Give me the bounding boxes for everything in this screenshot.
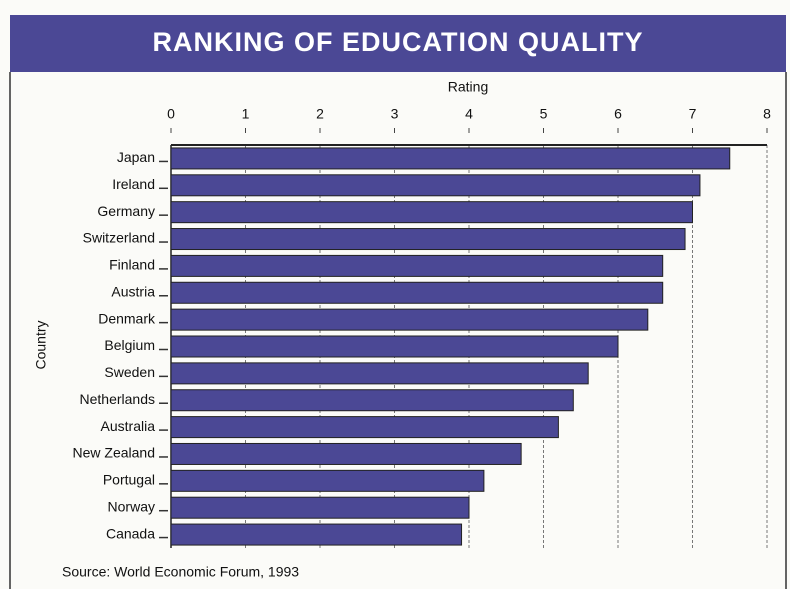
x-tick-label: 3 (391, 106, 399, 122)
bar (170, 496, 470, 519)
bar (170, 147, 731, 170)
bar (170, 254, 664, 277)
y-tick-label: Denmark (98, 310, 156, 326)
bar (170, 389, 574, 412)
y-tick-label: Sweden (104, 364, 155, 380)
x-tick-label: 7 (689, 106, 697, 122)
y-tick-label: Norway (108, 498, 155, 514)
x-tick-label: 8 (763, 106, 771, 122)
y-axis-label: Country (33, 320, 49, 369)
bar (170, 335, 619, 358)
y-tick-label: Finland (109, 257, 155, 273)
x-tick-label: 4 (465, 106, 473, 122)
bar (170, 523, 463, 546)
bar (170, 469, 485, 492)
y-tick-label: Belgium (104, 337, 155, 353)
y-tick-label: Portugal (103, 472, 155, 488)
y-tick-label: Japan (117, 149, 155, 165)
x-tick-label: 1 (242, 106, 250, 122)
x-tick-label: 2 (316, 106, 324, 122)
y-tick-label: Ireland (112, 176, 155, 192)
x-tick-label: 6 (614, 106, 622, 122)
bar (170, 416, 559, 439)
title-banner (10, 15, 786, 72)
chart-title: RANKING OF EDUCATION QUALITY (153, 27, 644, 57)
y-tick-label: New Zealand (73, 445, 156, 461)
y-tick-label: Canada (106, 525, 155, 541)
x-tick-label: 0 (167, 106, 175, 122)
x-axis-label: Rating (448, 79, 488, 95)
y-tick-label: Netherlands (80, 391, 156, 407)
bar (170, 174, 701, 197)
bar (170, 362, 589, 385)
source-note: Source: World Economic Forum, 1993 (62, 564, 299, 580)
y-tick-label: Austria (111, 283, 155, 299)
y-tick-label: Australia (101, 418, 156, 434)
bar (170, 281, 664, 304)
bar (170, 201, 693, 224)
y-tick-label: Germany (97, 203, 155, 219)
bar (170, 308, 649, 331)
x-tick-label: 5 (540, 106, 548, 122)
bar (170, 228, 686, 251)
bar (170, 442, 522, 465)
y-tick-label: Switzerland (83, 230, 155, 246)
